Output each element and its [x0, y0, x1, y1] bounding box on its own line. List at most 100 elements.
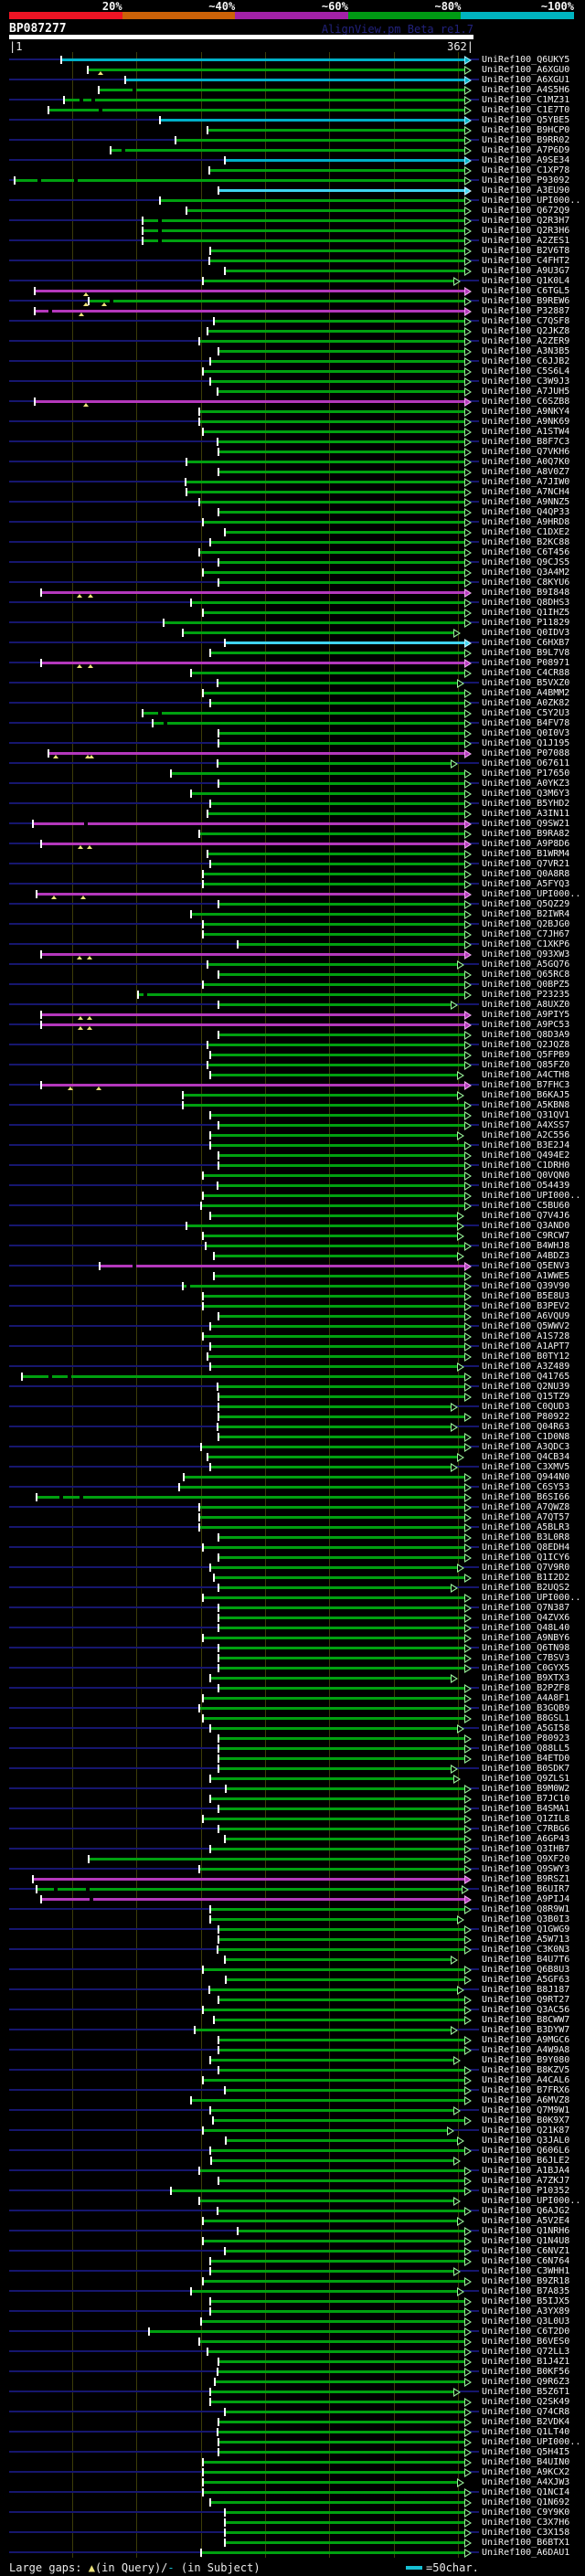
hit-label[interactable]: UniRef100_Q5WWV2 [482, 1321, 570, 1331]
alignment-row[interactable]: UniRef100_C1DXE2 [0, 527, 585, 537]
alignment-row[interactable]: UniRef100_Q494E2 [0, 1150, 585, 1161]
hit-label[interactable]: UniRef100_B7JC10 [482, 1794, 570, 1804]
alignment-row[interactable]: UniRef100_B2UQS2 [0, 1583, 585, 1593]
alignment-row[interactable]: UniRef100_Q2SK49 [0, 2397, 585, 2407]
hit-label[interactable]: UniRef100_Q1ZIL8 [482, 1814, 570, 1824]
alignment-row[interactable]: UniRef100_C3X158 [0, 2528, 585, 2538]
hit-label[interactable]: UniRef100_Q672Q9 [482, 206, 570, 216]
alignment-row[interactable]: UniRef100_C3XMV5 [0, 1462, 585, 1472]
alignment-row[interactable]: UniRef100_C6JJB2 [0, 356, 585, 366]
alignment-row[interactable]: UniRef100_Q9R6Z3 [0, 2377, 585, 2387]
hit-label[interactable]: UniRef100_A3YX89 [482, 2306, 570, 2316]
alignment-row[interactable]: UniRef100_Q2R3H6 [0, 226, 585, 236]
alignment-row[interactable]: UniRef100_Q606L6 [0, 2146, 585, 2156]
hit-label[interactable]: UniRef100_Q9SWY3 [482, 1864, 570, 1874]
hit-label[interactable]: UniRef100_Q31QV1 [482, 1110, 570, 1120]
hit-label[interactable]: UniRef100_Q6TN98 [482, 1643, 570, 1653]
alignment-row[interactable]: UniRef100_A4XSS7 [0, 1120, 585, 1130]
alignment-row[interactable]: UniRef100_A6MVZ8 [0, 2095, 585, 2105]
hit-label[interactable]: UniRef100_B0K9X7 [482, 2115, 570, 2125]
hit-label[interactable]: UniRef100_Q21K87 [482, 2125, 570, 2136]
alignment-row[interactable]: UniRef100_B3L0R8 [0, 1532, 585, 1542]
hit-label[interactable]: UniRef100_Q0VQN0 [482, 1171, 570, 1181]
alignment-row[interactable]: UniRef100_C1E7T0 [0, 105, 585, 115]
hit-label[interactable]: UniRef100_Q04R63 [482, 1422, 570, 1432]
alignment-row[interactable]: UniRef100_Q9RT27 [0, 1995, 585, 2005]
alignment-row[interactable]: UniRef100_B4ETD0 [0, 1754, 585, 1764]
hit-label[interactable]: UniRef100_Q2BJG0 [482, 919, 570, 929]
alignment-row[interactable]: UniRef100_C9Y9K0 [0, 2507, 585, 2518]
hit-label[interactable]: UniRef100_Q0I0V3 [482, 728, 570, 738]
alignment-row[interactable]: UniRef100_A5GI58 [0, 1723, 585, 1733]
alignment-row[interactable]: UniRef100_C4FHT2 [0, 256, 585, 266]
hit-label[interactable]: UniRef100_Q3AND0 [482, 1221, 570, 1231]
alignment-row[interactable]: UniRef100_Q04R63 [0, 1422, 585, 1432]
hit-label[interactable]: UniRef100_A5GQ76 [482, 959, 570, 970]
hit-label[interactable]: UniRef100_Q88LL5 [482, 1744, 570, 1754]
hit-label[interactable]: UniRef100_B3DYW7 [482, 2025, 570, 2035]
hit-label[interactable]: UniRef100_B2KC88 [482, 537, 570, 547]
alignment-row[interactable]: UniRef100_A6XGU0 [0, 65, 585, 75]
alignment-row[interactable]: UniRef100_A9PIY5 [0, 1010, 585, 1020]
hit-label[interactable]: UniRef100_C1D0N8 [482, 1432, 570, 1442]
hit-label[interactable]: UniRef100_C3X7H6 [482, 2518, 570, 2528]
hit-label[interactable]: UniRef100_A4CTH8 [482, 1070, 570, 1080]
hit-label[interactable]: UniRef100_Q65RC8 [482, 970, 570, 980]
hit-label[interactable]: UniRef100_Q1GWG9 [482, 1924, 570, 1935]
hit-label[interactable]: UniRef100_B4SMA1 [482, 1804, 570, 1814]
alignment-row[interactable]: UniRef100_C9RCW7 [0, 1231, 585, 1241]
alignment-row[interactable]: UniRef100_Q6TN98 [0, 1643, 585, 1653]
alignment-row[interactable]: UniRef100_C6T2D0 [0, 2327, 585, 2337]
alignment-row[interactable]: UniRef100_Q3L0U3 [0, 2316, 585, 2327]
hit-label[interactable]: UniRef100_A4A8F1 [482, 1693, 570, 1703]
hit-label[interactable]: UniRef100_Q85FZ0 [482, 1060, 570, 1070]
hit-label[interactable]: UniRef100_B7FHC3 [482, 1080, 570, 1090]
hit-label[interactable]: UniRef100_Q7VR21 [482, 859, 570, 869]
hit-label[interactable]: UniRef100_C6N764 [482, 2256, 570, 2266]
hit-label[interactable]: UniRef100_B3L0R8 [482, 1532, 570, 1542]
hit-label[interactable]: UniRef100_C1E7T0 [482, 105, 570, 115]
hit-label[interactable]: UniRef100_P80922 [482, 1412, 570, 1422]
hit-label[interactable]: UniRef100_A3QDC3 [482, 1442, 570, 1452]
alignment-row[interactable]: UniRef100_UPI000.. [0, 2196, 585, 2206]
alignment-row[interactable]: UniRef100_P80923 [0, 1733, 585, 1744]
alignment-row[interactable]: UniRef100_A6DAU1 [0, 2548, 585, 2558]
hit-label[interactable]: UniRef100_Q944N0 [482, 1472, 570, 1482]
hit-label[interactable]: UniRef100_B9REW6 [482, 296, 570, 306]
alignment-row[interactable]: UniRef100_A5W713 [0, 1935, 585, 1945]
hit-label[interactable]: UniRef100_B2VDK4 [482, 2417, 570, 2427]
hit-label[interactable]: UniRef100_A9PC53 [482, 1020, 570, 1030]
hit-label[interactable]: UniRef100_Q0A8R8 [482, 869, 570, 879]
hit-label[interactable]: UniRef100_B9M0W2 [482, 1784, 570, 1794]
hit-label[interactable]: UniRef100_B0SDK7 [482, 1764, 570, 1774]
hit-label[interactable]: UniRef100_A3N3B5 [482, 346, 570, 356]
hit-label[interactable]: UniRef100_A1WWE5 [482, 1271, 570, 1281]
alignment-row[interactable]: UniRef100_Q5WWV2 [0, 1321, 585, 1331]
hit-label[interactable]: UniRef100_A9HRD8 [482, 517, 570, 527]
alignment-row[interactable]: UniRef100_A4W9A8 [0, 2045, 585, 2055]
alignment-row[interactable]: UniRef100_A6VQU9 [0, 1311, 585, 1321]
hit-label[interactable]: UniRef100_Q5FPB9 [482, 1050, 570, 1060]
hit-label[interactable]: UniRef100_Q74CR8 [482, 2407, 570, 2417]
alignment-row[interactable]: UniRef100_A9PC53 [0, 1020, 585, 1030]
hit-label[interactable]: UniRef100_C0GYX5 [482, 1663, 570, 1673]
hit-label[interactable]: UniRef100_A7JUH5 [482, 387, 570, 397]
alignment-row[interactable]: UniRef100_Q2JKZ8 [0, 326, 585, 336]
hit-label[interactable]: UniRef100_Q2NU39 [482, 1382, 570, 1392]
alignment-row[interactable]: UniRef100_Q8R9W1 [0, 1904, 585, 1914]
hit-label[interactable]: UniRef100_Q8D3A9 [482, 1030, 570, 1040]
alignment-row[interactable]: UniRef100_B4UIN0 [0, 2457, 585, 2467]
alignment-row[interactable]: UniRef100_Q1ICY6 [0, 1553, 585, 1563]
alignment-row[interactable]: UniRef100_A4BMM2 [0, 688, 585, 698]
hit-label[interactable]: UniRef100_Q48L40 [482, 1623, 570, 1633]
alignment-row[interactable]: UniRef100_B9XTX3 [0, 1673, 585, 1683]
alignment-row[interactable]: UniRef100_B9HCP0 [0, 125, 585, 135]
hit-label[interactable]: UniRef100_C6NVZ1 [482, 2246, 570, 2256]
alignment-row[interactable]: UniRef100_A9NKY4 [0, 407, 585, 417]
alignment-row[interactable]: UniRef100_Q7V9R0 [0, 1563, 585, 1573]
alignment-row[interactable]: UniRef100_A7NCH4 [0, 487, 585, 497]
hit-label[interactable]: UniRef100_C3WHH1 [482, 2266, 570, 2276]
hit-label[interactable]: UniRef100_C3K0N3 [482, 1945, 570, 1955]
alignment-row[interactable]: UniRef100_B8J187 [0, 1985, 585, 1995]
alignment-row[interactable]: UniRef100_UPI000.. [0, 1191, 585, 1201]
